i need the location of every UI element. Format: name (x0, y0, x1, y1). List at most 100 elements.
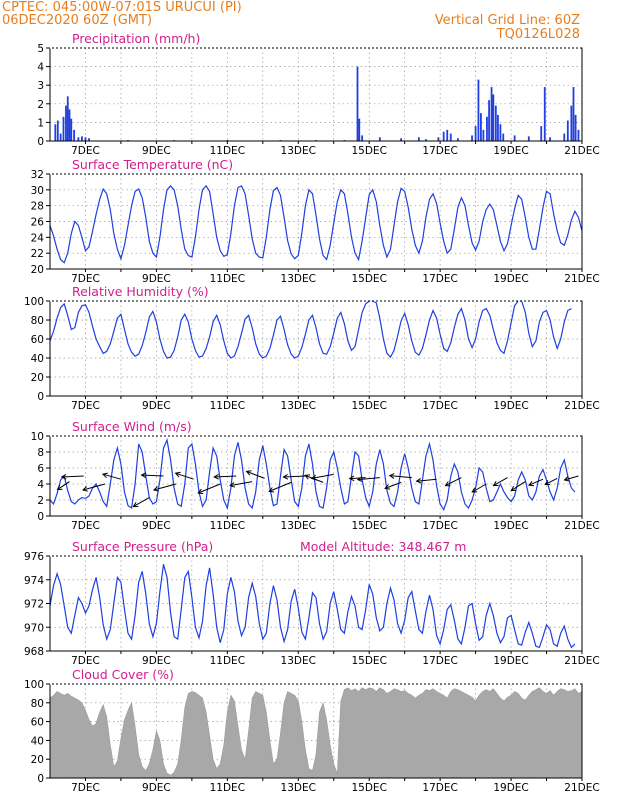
x-tick-label: 15DEC (351, 273, 386, 285)
wind-arrow-head (213, 473, 219, 480)
precip-bar (442, 131, 445, 141)
wind-arrow-shaft (57, 481, 70, 491)
wind-arrow-head (444, 481, 451, 487)
wind-arrow-shaft (416, 478, 437, 482)
wind-arrow-head (245, 470, 252, 476)
wind-arrow-shaft (564, 475, 579, 481)
x-tick-label: 13DEC (281, 782, 316, 794)
precip-bar (494, 105, 497, 141)
y-tick-label: 60 (31, 334, 44, 346)
y-tick-label: 4 (37, 62, 44, 74)
x-tick-label: 11DEC (210, 520, 245, 532)
wind-arrow-head (384, 484, 391, 490)
y-tick-label: 20 (31, 754, 44, 766)
wind-arrow-shaft (389, 475, 412, 479)
wind-arrow-shaft (311, 473, 334, 479)
wind-arrow-head (471, 487, 478, 493)
x-tick-label: 9DEC (142, 782, 171, 794)
precip-bar (446, 129, 449, 141)
precip-bar (492, 94, 495, 141)
y-tick-label: 0 (37, 773, 44, 785)
y-tick-label: 972 (24, 599, 44, 611)
x-tick-label: 21DEC (564, 655, 599, 667)
wind-arrow-head (60, 473, 67, 480)
precip-bar (65, 105, 67, 141)
precip-bar (566, 120, 569, 141)
y-tick-label: 28 (31, 201, 44, 213)
series-line-4 (49, 564, 576, 649)
x-tick-label: 11DEC (210, 273, 245, 285)
y-tick-label: 974 (24, 575, 44, 587)
wind-arrow-head (544, 480, 551, 486)
precip-bar (574, 114, 577, 141)
y-tick-label: 2 (37, 495, 44, 507)
panel-frame (49, 435, 583, 517)
precip-bar (88, 138, 90, 141)
precip-bar (502, 133, 505, 141)
header-grid-note: Vertical Grid Line: 60Z (434, 13, 580, 28)
precip-bar (59, 133, 62, 141)
wind-arrow-shaft (214, 475, 237, 478)
x-tick-label: 19DEC (493, 782, 528, 794)
precip-bar (73, 129, 76, 141)
x-tick-label: 15DEC (351, 655, 386, 667)
x-tick-label: 19DEC (493, 400, 528, 412)
x-tick-label: 11DEC (210, 400, 245, 412)
x-tick-label: 13DEC (281, 145, 316, 157)
precip-bar (488, 100, 490, 141)
x-tick-label: 19DEC (493, 520, 528, 532)
x-tick-label: 13DEC (281, 273, 316, 285)
header-station: CPTEC: 045:00W-07:01S URUCUI (PI) (2, 0, 242, 15)
panel-frame (49, 47, 583, 142)
x-tick-label: 13DEC (281, 520, 316, 532)
x-tick-label: 17DEC (422, 655, 457, 667)
precip-bar (66, 96, 69, 141)
wind-arrow-shaft (349, 477, 366, 480)
y-tick-label: 32 (31, 169, 44, 181)
wind-arrow-head (492, 481, 499, 487)
precip-bar (540, 126, 543, 141)
precip-bar (81, 136, 83, 141)
y-tick-label: 40 (31, 735, 44, 747)
y-tick-label: 22 (31, 248, 44, 260)
wind-arrow-shaft (357, 477, 380, 481)
precip-bar (84, 137, 87, 141)
precip-bar (543, 87, 546, 141)
wind-arrow-shaft (230, 481, 253, 487)
wind-arrow-head (528, 480, 535, 487)
x-tick-label: 19DEC (493, 273, 528, 285)
x-tick-label: 9DEC (142, 273, 171, 285)
wind-arrow-shaft (175, 472, 194, 480)
x-tick-label: 17DEC (422, 273, 457, 285)
precip-bar (486, 116, 488, 141)
wind-arrow-head (415, 477, 422, 484)
precip-bar (482, 129, 485, 141)
wind-arrow-head (356, 476, 363, 483)
panel-title: Surface Temperature (nC) (72, 157, 233, 172)
y-tick-label: 80 (31, 315, 44, 327)
y-tick-label: 0 (37, 136, 44, 148)
wind-arrow-head (304, 474, 311, 480)
precip-bar (449, 133, 452, 141)
header-date: 06DEC2020 60Z (GMT) (2, 13, 153, 28)
precip-bar (56, 120, 59, 141)
y-tick-label: 2 (37, 99, 44, 111)
y-tick-label: 3 (37, 80, 44, 92)
x-tick-label: 9DEC (142, 400, 171, 412)
y-tick-label: 6 (37, 463, 44, 475)
wind-arrow-head (152, 486, 159, 492)
x-tick-label: 21DEC (564, 782, 599, 794)
x-tick-label: 17DEC (422, 400, 457, 412)
wind-arrow-shaft (246, 470, 265, 479)
x-tick-label: 7DEC (71, 400, 100, 412)
wind-arrow-shaft (198, 483, 221, 494)
wind-arrow-shaft (445, 477, 462, 487)
precip-bar (527, 136, 530, 141)
precip-bar (490, 87, 493, 141)
x-tick-label: 13DEC (281, 400, 316, 412)
wind-arrow-shaft (384, 481, 402, 489)
precip-bar (425, 139, 427, 141)
wind-arrow-shaft (471, 483, 487, 493)
x-tick-label: 21DEC (564, 400, 599, 412)
